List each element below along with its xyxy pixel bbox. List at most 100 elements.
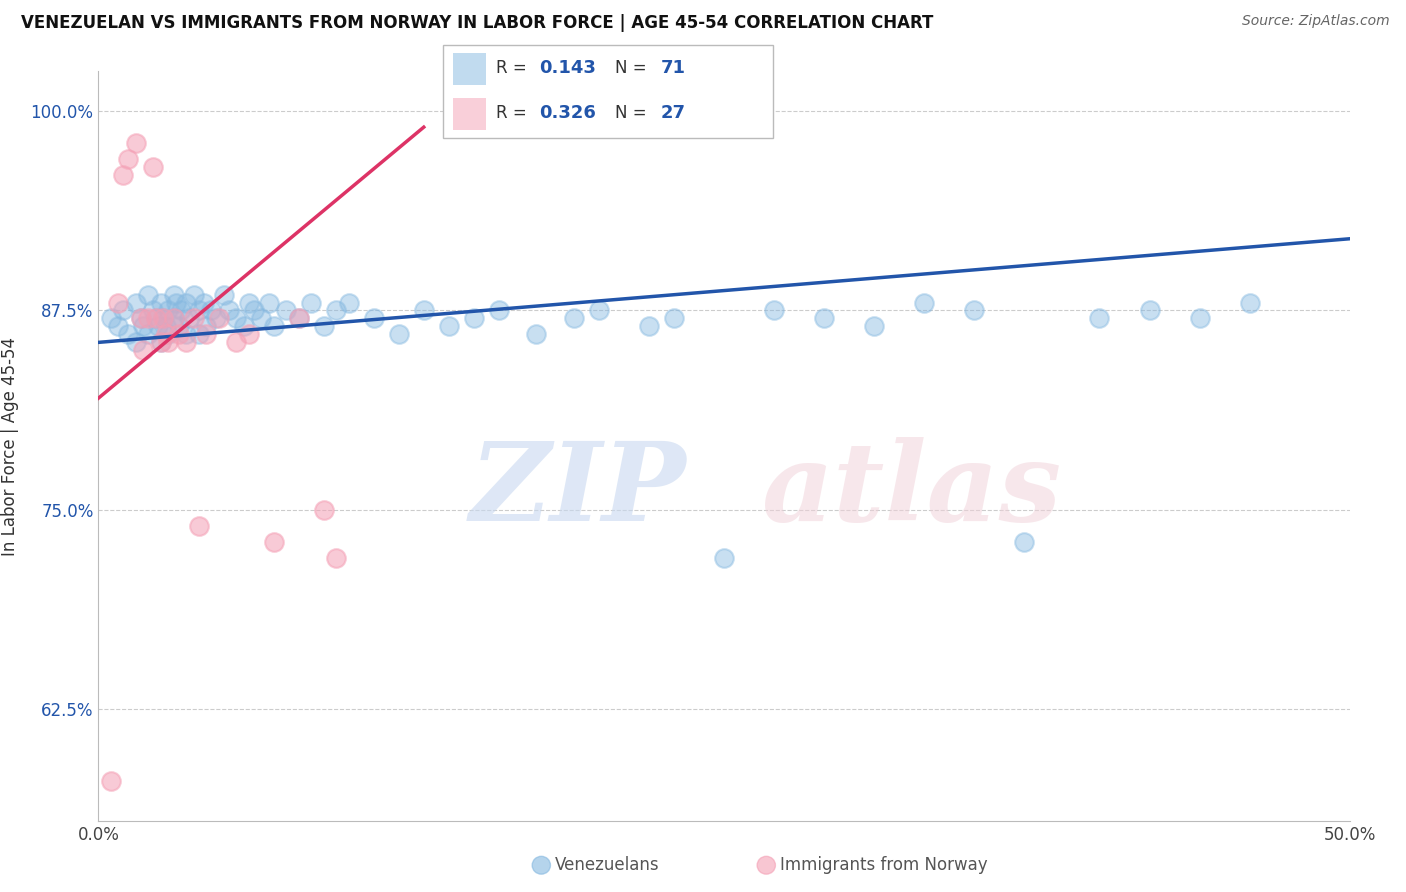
Point <box>388 327 411 342</box>
Text: R =: R = <box>496 60 531 78</box>
Point <box>195 319 218 334</box>
Point <box>263 319 285 334</box>
Point <box>312 502 335 516</box>
Point <box>155 327 177 342</box>
Point <box>152 311 174 326</box>
Point <box>125 335 148 350</box>
Point <box>337 295 360 310</box>
Point <box>112 303 135 318</box>
Text: Venezuelans: Venezuelans <box>555 856 659 874</box>
Point <box>412 303 434 318</box>
Point <box>193 295 215 310</box>
Point <box>112 168 135 182</box>
Point <box>162 311 184 326</box>
Point <box>138 311 160 326</box>
Point <box>138 327 160 342</box>
Point <box>129 311 152 326</box>
Point <box>238 295 260 310</box>
Point <box>187 327 209 342</box>
Point <box>145 311 167 326</box>
Point <box>588 303 610 318</box>
Point <box>763 303 786 318</box>
Point <box>167 327 190 342</box>
Point <box>165 295 187 310</box>
Point <box>863 319 886 334</box>
Point <box>205 311 228 326</box>
Point <box>125 136 148 150</box>
Point <box>195 327 218 342</box>
Point <box>167 319 190 334</box>
Point <box>107 319 129 334</box>
Point <box>1014 534 1036 549</box>
Text: 71: 71 <box>661 60 686 78</box>
Text: 0.326: 0.326 <box>538 104 596 122</box>
Point <box>117 327 139 342</box>
Point <box>174 327 197 342</box>
Point <box>150 335 173 350</box>
Point <box>299 295 322 310</box>
Point <box>287 311 309 326</box>
Point <box>212 287 235 301</box>
Point <box>155 319 177 334</box>
Point <box>218 303 240 318</box>
Point <box>813 311 835 326</box>
Point <box>100 773 122 788</box>
Bar <box>453 98 486 130</box>
Point <box>157 303 180 318</box>
Point <box>142 303 165 318</box>
Point <box>713 550 735 565</box>
Point <box>200 303 222 318</box>
Point <box>157 327 180 342</box>
Point <box>1139 303 1161 318</box>
Point <box>662 311 685 326</box>
Point <box>225 311 247 326</box>
Point <box>963 303 986 318</box>
Point <box>150 335 173 350</box>
Point <box>187 303 209 318</box>
Point <box>325 550 347 565</box>
Point <box>562 311 585 326</box>
Point <box>232 319 254 334</box>
Point <box>183 311 205 326</box>
Point <box>162 287 184 301</box>
Point <box>183 287 205 301</box>
Point <box>177 311 200 326</box>
Point <box>912 295 935 310</box>
Point <box>225 335 247 350</box>
Point <box>157 335 180 350</box>
Text: N =: N = <box>614 60 651 78</box>
Point <box>162 311 184 326</box>
Point <box>132 343 155 358</box>
Point <box>287 311 309 326</box>
Point <box>257 295 280 310</box>
Text: Source: ZipAtlas.com: Source: ZipAtlas.com <box>1241 14 1389 29</box>
Point <box>638 319 661 334</box>
Point <box>132 319 155 334</box>
Point <box>312 319 335 334</box>
Point <box>242 303 264 318</box>
Point <box>142 160 165 174</box>
Point <box>363 311 385 326</box>
Point <box>463 311 485 326</box>
Point <box>1239 295 1261 310</box>
Point <box>437 319 460 334</box>
Point <box>117 152 139 166</box>
FancyBboxPatch shape <box>443 45 773 138</box>
Text: atlas: atlas <box>762 437 1062 545</box>
Point <box>100 311 122 326</box>
Point <box>274 303 298 318</box>
Point <box>250 311 273 326</box>
Point <box>325 303 347 318</box>
Point <box>129 311 152 326</box>
Point <box>107 295 129 310</box>
Y-axis label: In Labor Force | Age 45-54: In Labor Force | Age 45-54 <box>1 336 20 556</box>
Point <box>152 311 174 326</box>
Point <box>1088 311 1111 326</box>
Text: R =: R = <box>496 104 531 122</box>
Point <box>138 287 160 301</box>
Point <box>238 327 260 342</box>
Text: ZIP: ZIP <box>470 437 686 545</box>
Point <box>174 335 197 350</box>
Text: VENEZUELAN VS IMMIGRANTS FROM NORWAY IN LABOR FORCE | AGE 45-54 CORRELATION CHAR: VENEZUELAN VS IMMIGRANTS FROM NORWAY IN … <box>21 14 934 32</box>
Bar <box>453 53 486 85</box>
